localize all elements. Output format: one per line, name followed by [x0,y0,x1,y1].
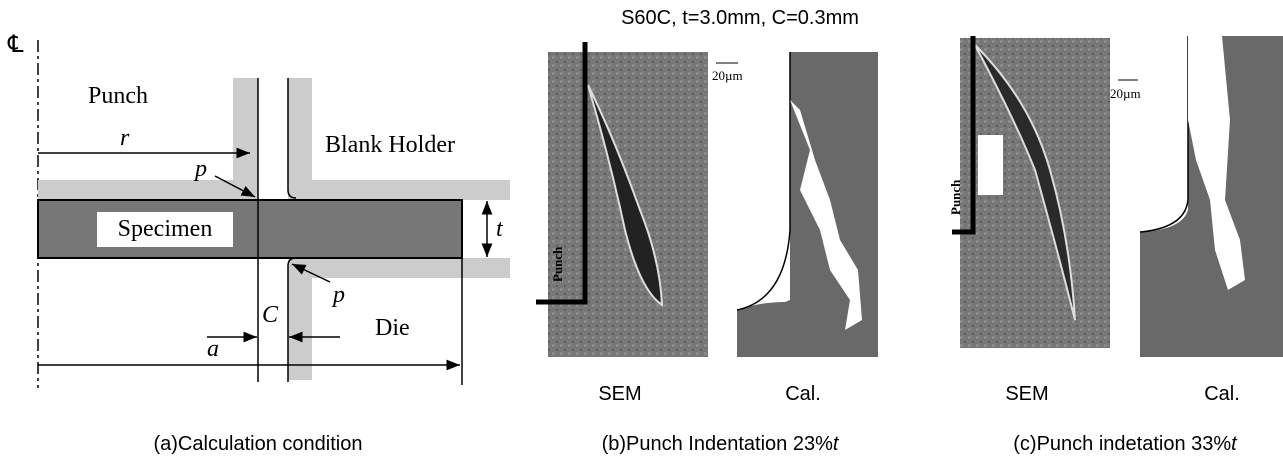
holder-bottom [288,180,510,200]
panel-b: Punch 20µm SEM Cal. (b)Punch Indentation… [536,42,878,455]
caption-c-var: t [1231,433,1238,455]
die-top [288,258,510,278]
caption-a: (a)Calculation condition [153,433,362,455]
sem-void [978,135,1003,195]
figure: S60C, t=3.0mm, C=0.3mm ℄ Specimen r a t … [0,0,1283,461]
title: S60C, t=3.0mm, C=0.3mm [621,7,859,29]
cal-label: Cal. [1204,383,1240,405]
r-label: r [120,125,130,151]
sem-label: SEM [598,383,641,405]
caption-b-text: (b)Punch Indentation 23% [602,433,833,455]
c-label: C [262,302,279,328]
sem-punch-label: Punch [550,246,565,282]
scale-label: 20µm [1110,86,1141,101]
caption-c-text: (c)Punch indetation 33% [1013,433,1231,455]
punch-label: Punch [88,83,148,109]
specimen-label: Specimen [118,216,213,242]
t-label: t [496,216,504,242]
center-line-label: ℄ [7,30,24,58]
sem-punch-label: Punch [948,179,963,215]
cal-die-gap [1140,36,1188,232]
panel-a: ℄ Specimen r a t C p p Punch Blank Holde… [7,30,510,455]
sem-label: SEM [1005,383,1048,405]
scale-label: 20µm [712,68,743,83]
page: {"title": "S60C, t=3.0mm, C=0.3mm", "pan… [0,0,1283,461]
punch-bottom [38,180,258,200]
caption-b-var: t [833,433,840,455]
p-bottom-label: p [331,282,345,308]
a-label: a [207,336,219,362]
caption-c: (c)Punch indetation 33%t [1013,433,1238,455]
blank-holder-label: Blank Holder [325,132,455,158]
p-top-label: p [193,156,207,182]
caption-b: (b)Punch Indentation 23%t [602,433,840,455]
die-label: Die [375,315,410,341]
panel-c: Punch 20µm SEM Cal. (c)Punch indetation … [948,36,1283,455]
die-side [288,258,312,380]
cal-label: Cal. [785,383,821,405]
